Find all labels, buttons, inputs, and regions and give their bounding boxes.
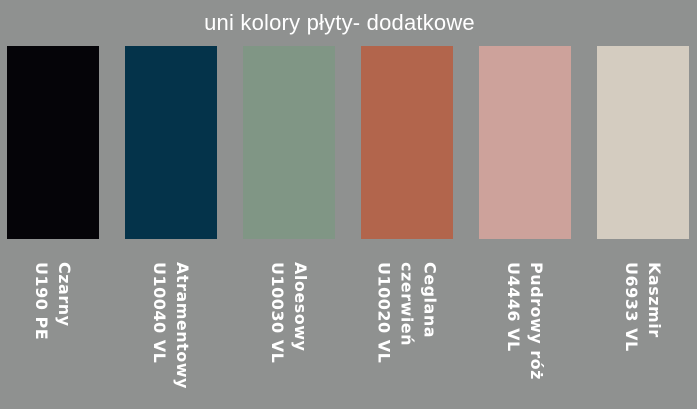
page-title: uni kolory płyty- dodatkowe — [204, 10, 475, 35]
color-swatch — [125, 46, 217, 239]
swatch-label: Kaszmir U6933 VL — [622, 262, 664, 352]
swatch-label: Ceglana czerwień U10020 VL — [374, 262, 440, 364]
color-swatch — [361, 46, 453, 239]
swatch-label: Atramentowy U10040 VL — [150, 262, 192, 389]
swatch-column-pudrowy-roz: Pudrowy róż U4446 VL — [479, 46, 571, 389]
swatch-label: Pudrowy róż U4446 VL — [504, 262, 546, 380]
swatch-label: Czarny U190 PE — [32, 262, 74, 341]
swatch-column-czarny: Czarny U190 PE — [7, 46, 99, 389]
swatch-row: Czarny U190 PE Atramentowy U10040 VL Alo… — [0, 46, 697, 389]
swatch-column-atramentowy: Atramentowy U10040 VL — [125, 46, 217, 389]
swatch-column-aloesowy: Aloesowy U10030 VL — [243, 46, 335, 389]
color-swatch — [7, 46, 99, 239]
color-swatch — [597, 46, 689, 239]
color-swatch — [243, 46, 335, 239]
swatch-column-ceglana-czerwien: Ceglana czerwień U10020 VL — [361, 46, 453, 389]
swatch-label: Aloesowy U10030 VL — [268, 262, 310, 364]
color-swatch — [479, 46, 571, 239]
swatch-column-kaszmir: Kaszmir U6933 VL — [597, 46, 689, 389]
